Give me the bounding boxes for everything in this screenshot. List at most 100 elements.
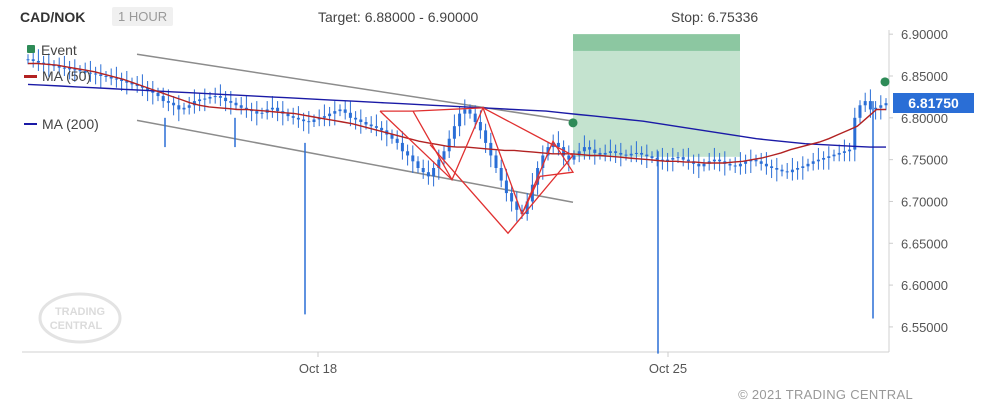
candle-body [801,166,805,168]
candle-body [213,96,217,98]
candle-body [546,147,550,156]
candle-body [702,163,706,167]
candle-body [634,152,638,154]
candle-body [421,168,425,173]
candle-body [671,157,675,160]
candle-body [348,112,352,118]
candle-body [848,149,852,152]
candle-body [608,151,612,153]
candle-body [666,159,670,162]
candle-body [400,142,404,152]
candle-body [853,117,857,150]
candle-body [26,59,30,61]
watermark-line1: TRADING [55,306,105,318]
candle-body [203,98,207,100]
candle-body [603,152,607,155]
candle-body [806,163,810,167]
stop-text: Stop: 6.75336 [671,9,759,25]
candle-body [624,154,628,156]
candle-body [57,65,61,68]
candle-body [354,117,358,120]
event-legend-swatch [27,45,35,53]
candle-body [229,101,233,103]
candle-body [572,155,576,160]
candle-body [291,116,295,118]
ma50-legend-swatch [24,75,37,78]
candle-body [411,155,415,162]
watermark-ring [38,292,122,344]
candle-body [863,101,867,106]
channel-upper-line [136,53,574,122]
candle-body [728,163,732,166]
watermark-line2: CENTRAL [50,320,103,332]
candle-body [68,67,72,70]
candle-body [135,84,139,87]
candle-body [764,163,768,167]
candle-body [754,159,758,162]
candle-body [224,97,228,102]
candle-body [36,60,40,63]
pattern-line [379,110,453,181]
copyright-text: © 2021 TRADING CENTRAL [738,387,913,402]
candle-body [770,166,774,168]
last-price-label: 6.81750 [893,93,974,113]
candle-body [447,138,451,152]
candle-body [520,209,524,214]
candle-body [99,74,103,76]
candle-body [130,82,134,85]
candle-body [619,152,623,155]
y-tick-label: 6.90000 [901,27,948,42]
candle-body [822,157,826,160]
pattern-line [380,106,575,216]
x-tick-label: Oct 25 [649,361,687,376]
candle-body [94,73,98,75]
candle-body [161,96,165,102]
candle-body [510,193,514,202]
y-tick-label: 6.75000 [901,153,948,168]
candle-body [140,86,144,88]
pattern-line [482,107,574,157]
candle-body [842,151,846,153]
ma200-line [27,83,886,148]
candle-body [785,171,789,173]
candle-body [432,168,436,177]
timeframe-badge[interactable]: 1 HOUR [112,7,174,26]
candle-body [738,163,742,167]
candle-body [406,151,410,156]
candle-body [302,119,306,122]
candle-body [515,201,519,210]
y-tick-label: 6.70000 [901,194,948,209]
candle-body [62,67,66,69]
candle-body [218,96,222,98]
candle-body [614,151,618,153]
symbol-label: CAD/NOK [20,9,86,25]
candle-body [442,151,446,160]
candle-body [827,156,831,158]
candle-body [562,147,566,156]
ma50-line [28,62,886,164]
ma200-legend-swatch [24,123,37,125]
candle-body [858,105,862,118]
candle-body [697,163,701,167]
candle-body [484,130,488,143]
candle-body [650,156,654,158]
candle-body [374,126,378,128]
candle-body [307,121,311,123]
candle-body [244,107,248,110]
candle-body [380,127,384,131]
candle-body [790,169,794,173]
candle-body [270,107,274,110]
event-marker [568,118,578,128]
candle-body [718,159,722,162]
target-text: Target: 6.88000 - 6.90000 [318,9,479,25]
candle-body [733,165,737,167]
candle-body [208,96,212,99]
candle-body [744,161,748,164]
candle-body [52,65,56,67]
candle-body [31,59,35,61]
candle-body [884,103,888,106]
candles-group [26,49,888,222]
candle-body [286,113,290,117]
event-marker [880,77,890,87]
candle-body [437,159,441,168]
